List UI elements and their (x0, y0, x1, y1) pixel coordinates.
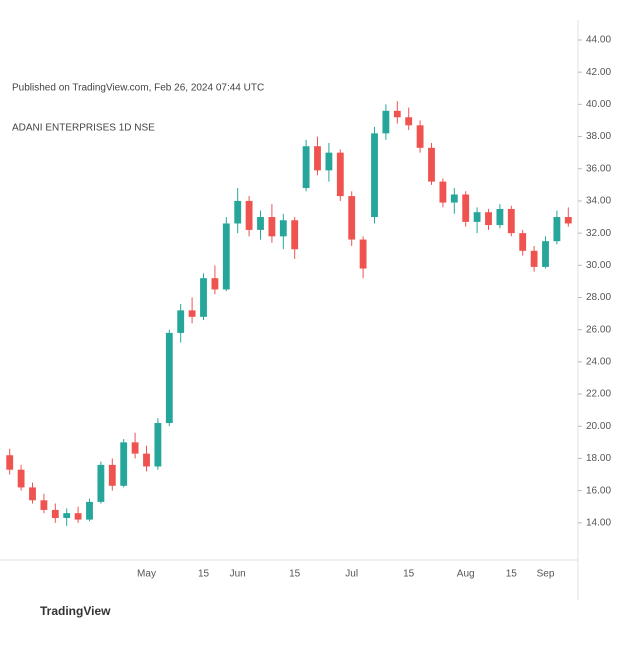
candle-body (564, 217, 572, 224)
candle-body (302, 146, 310, 189)
candle-body (359, 239, 367, 269)
y-tick-label: 18.00 (586, 453, 611, 464)
y-tick-label: 24.00 (586, 357, 611, 368)
candle-body (120, 442, 128, 486)
candle-body (336, 152, 344, 197)
candle-body (519, 233, 527, 251)
y-tick-label: 22.00 (586, 389, 611, 400)
candle-body (177, 310, 185, 333)
y-tick-label: 42.00 (586, 67, 611, 78)
candle-body (473, 212, 481, 222)
candle-body (450, 194, 458, 203)
candle-body (325, 152, 333, 171)
candle-body (428, 147, 435, 182)
y-tick-label: 38.00 (586, 131, 611, 142)
subtitle: Published on TradingView.com, Feb 26, 20… (12, 83, 264, 94)
candle-body (382, 110, 390, 134)
x-tick-label: Sep (537, 569, 555, 580)
candle-body (268, 217, 276, 237)
candle-body (507, 208, 515, 234)
candle-body (51, 509, 59, 518)
x-tick-label: Aug (457, 569, 475, 580)
y-tick-label: 26.00 (586, 324, 611, 335)
candle-body (143, 453, 150, 467)
candle-body (245, 200, 253, 230)
candle-body (553, 217, 561, 242)
candle-body (485, 212, 492, 226)
candle-body (63, 513, 71, 518)
candle-body (371, 133, 378, 218)
candle-body (29, 487, 36, 501)
y-tick-label: 30.00 (586, 260, 611, 271)
y-tick-label: 16.00 (586, 485, 611, 496)
x-tick-label: 15 (198, 569, 210, 580)
y-tick-label: 14.00 (586, 517, 611, 528)
candle-body (405, 117, 413, 126)
x-tick-label: 15 (506, 569, 518, 580)
candle-body (496, 208, 504, 226)
y-tick-label: 34.00 (586, 196, 611, 207)
candle-body (6, 455, 14, 470)
y-tick-label: 32.00 (586, 228, 611, 239)
candle-body (416, 125, 424, 148)
candle-body (291, 220, 299, 250)
candle-body (17, 469, 25, 488)
candle-body (234, 200, 242, 224)
candle-body (108, 464, 116, 486)
x-tick-label: May (137, 569, 156, 580)
x-tick-label: 15 (289, 569, 301, 580)
candle-body (165, 332, 173, 424)
candle-body (348, 196, 356, 240)
y-tick-label: 40.00 (586, 99, 611, 110)
x-tick-label: 15 (403, 569, 415, 580)
candle-body (279, 220, 287, 237)
y-tick-label: 36.00 (586, 163, 611, 174)
candle-body (40, 500, 48, 510)
brand: TradingView (40, 604, 111, 618)
y-tick-label: 28.00 (586, 292, 611, 303)
candle-body (439, 181, 447, 203)
candle-body (97, 464, 105, 502)
candle-body (462, 194, 470, 222)
y-tick-label: 20.00 (586, 421, 611, 432)
candle-body (257, 217, 264, 230)
candle-body (200, 278, 207, 317)
candle-body (393, 110, 401, 118)
symbol: ADANI ENTERPRISES 1D NSE (12, 123, 155, 134)
candle-body (131, 442, 139, 454)
candle-body (74, 513, 82, 520)
candle-body (542, 241, 549, 267)
x-tick-label: Jun (230, 569, 246, 580)
candle-body (188, 310, 196, 317)
candle-body (222, 223, 230, 290)
x-tick-label: Jul (345, 569, 358, 580)
candle-body (86, 501, 93, 520)
candle-body (154, 423, 162, 467)
y-tick-label: 44.00 (586, 35, 611, 46)
candle-body (211, 278, 219, 290)
candle-body (314, 146, 321, 171)
candle-body (530, 250, 538, 267)
